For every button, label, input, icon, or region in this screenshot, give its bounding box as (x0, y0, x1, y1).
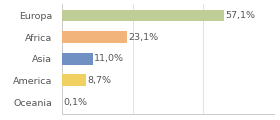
Text: 0,1%: 0,1% (63, 98, 87, 107)
Bar (62, 53, 93, 65)
Text: 11,0%: 11,0% (94, 54, 124, 63)
Text: 23,1%: 23,1% (129, 33, 159, 42)
Text: 57,1%: 57,1% (225, 11, 255, 20)
Text: 8,7%: 8,7% (88, 76, 112, 85)
Bar (62, 75, 86, 86)
Bar (62, 10, 224, 21)
Bar (62, 31, 127, 43)
